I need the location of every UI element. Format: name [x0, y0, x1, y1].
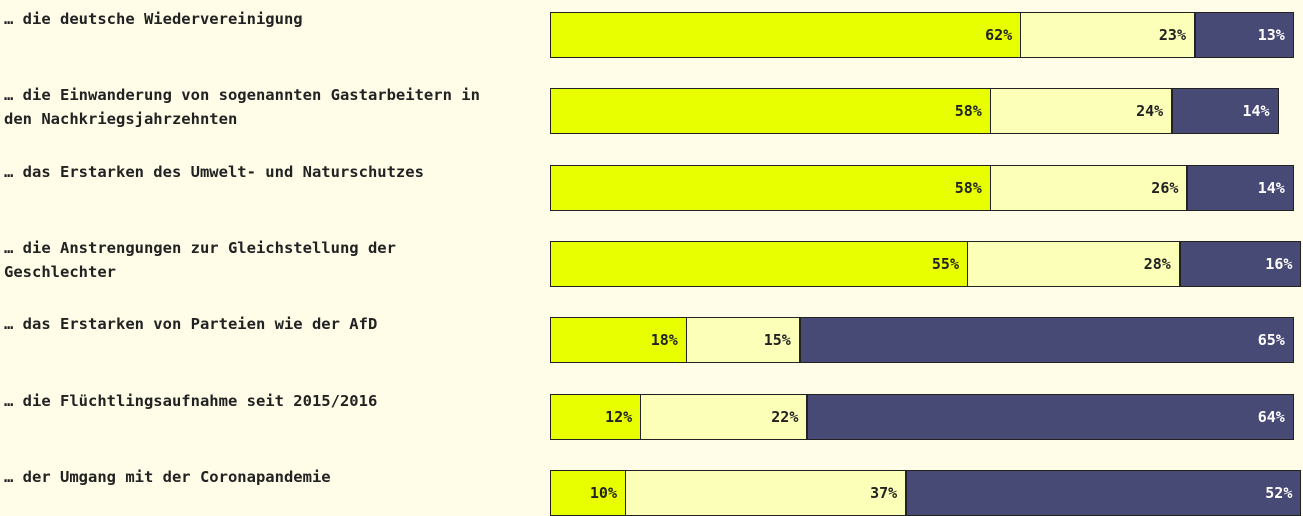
value-label: 62% [985, 26, 1013, 44]
category-label: … die Flüchtlingsaufnahme seit 2015/2016 [4, 391, 378, 410]
bar-segment: 16% [1179, 240, 1302, 287]
value-label: 58% [954, 102, 982, 121]
value-label: 26% [1151, 178, 1179, 197]
category-label: … das Erstarken des Umwelt- und Natursch… [4, 162, 424, 181]
value-label: 23% [1158, 26, 1186, 44]
bar-segment: 10% [550, 469, 626, 516]
bar-segment: 37% [625, 469, 907, 516]
value-label: 28% [1143, 254, 1171, 273]
bar-segment: 58% [550, 164, 991, 211]
bar-segment: 23% [1020, 12, 1195, 58]
value-label: 13% [1257, 26, 1285, 44]
bar-segment: 65% [799, 317, 1294, 364]
value-label: 22% [771, 407, 799, 426]
bar-segment: 58% [550, 88, 991, 135]
category-label: … der Umgang mit der Coronapandemie [4, 467, 331, 486]
bar-segment: 13% [1195, 12, 1294, 58]
bar-segment: 22% [640, 393, 808, 440]
bar-segment: 52% [906, 469, 1302, 516]
category-label: … die Anstrengungen zur Gleichstellung d… [4, 238, 396, 281]
value-label: 58% [954, 178, 982, 197]
value-label: 14% [1242, 102, 1270, 121]
bar-segment: 24% [989, 88, 1173, 135]
value-label: 65% [1257, 331, 1285, 350]
value-label: 10% [589, 483, 617, 502]
value-label: 16% [1265, 254, 1293, 273]
bar-segment: 55% [550, 240, 968, 287]
bar-segment: 14% [1187, 164, 1294, 211]
bar-segment: 26% [989, 164, 1188, 211]
value-label: 52% [1265, 483, 1293, 502]
category-label: … das Erstarken von Parteien wie der AfD [4, 315, 378, 334]
bar-segment: 64% [807, 393, 1294, 440]
bar-segment: 62% [550, 12, 1022, 58]
bar-segment: 12% [550, 393, 642, 440]
category-label: … die deutsche Wiedervereinigung [4, 10, 303, 28]
category-label: … die Einwanderung von sogenannten Gasta… [4, 86, 480, 129]
value-label: 64% [1257, 407, 1285, 426]
bar-segment: 18% [550, 317, 687, 364]
bar-segment: 14% [1172, 88, 1279, 135]
value-label: 15% [763, 331, 791, 350]
value-label: 37% [870, 483, 898, 502]
bar-segment: 28% [967, 240, 1180, 287]
bar-segment: 15% [685, 317, 800, 364]
value-label: 24% [1136, 102, 1164, 121]
value-label: 18% [650, 331, 678, 350]
value-label: 14% [1257, 178, 1285, 197]
value-label: 12% [605, 407, 633, 426]
value-label: 55% [931, 254, 959, 273]
